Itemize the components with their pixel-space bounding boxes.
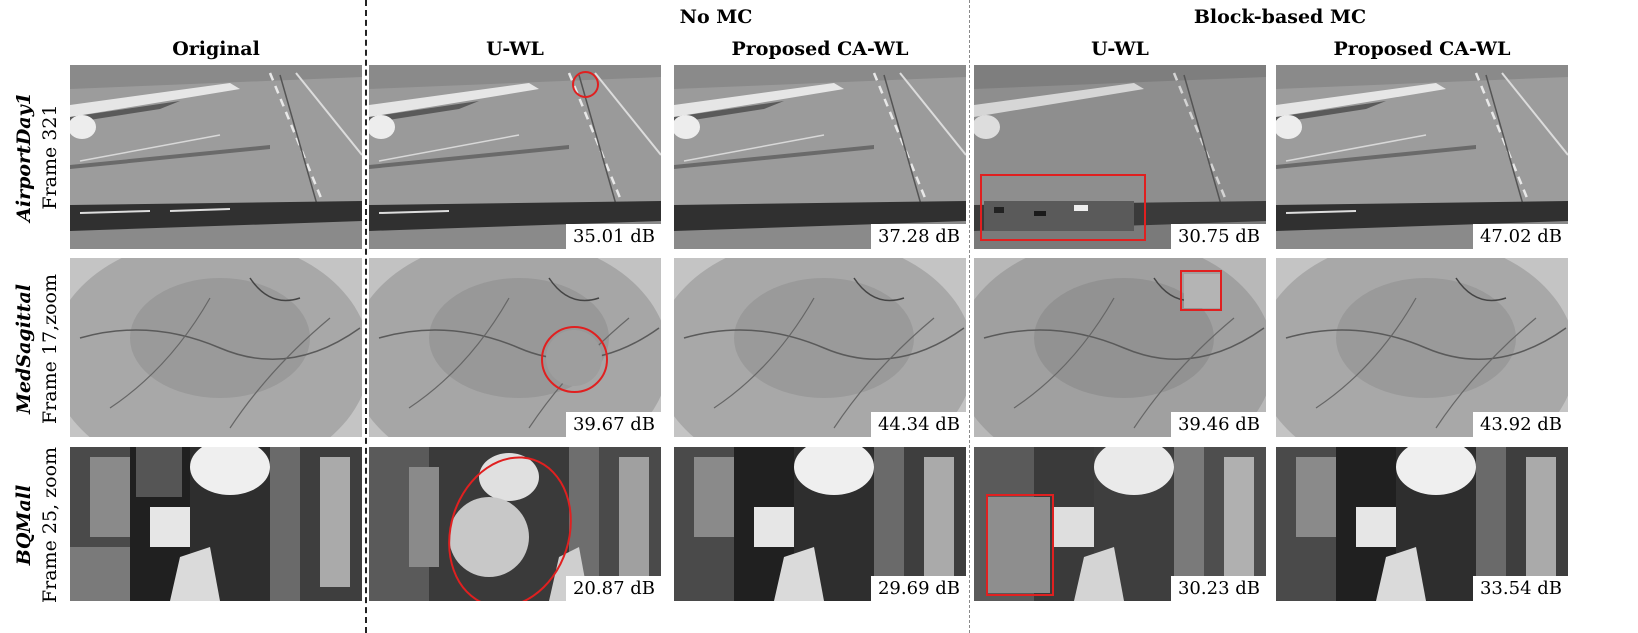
- image-bqmall-mc-uwl: 30.23 dB: [974, 447, 1266, 601]
- artifact-marker-rect: [986, 494, 1054, 596]
- psnr-label: 35.01 dB: [565, 224, 661, 249]
- group-header-block-mc: Block-based MC: [1193, 6, 1367, 28]
- image-airport-original: [70, 65, 362, 249]
- row-frame-label: Frame 17,zoom: [39, 274, 61, 425]
- image-medsagittal-nomc-uwl: 39.67 dB: [369, 258, 661, 437]
- artifact-marker-rect: [1180, 270, 1222, 311]
- artifact-marker-circle: [541, 326, 608, 393]
- column-header-mc-cawl: Proposed CA-WL: [1333, 38, 1511, 60]
- psnr-label: 33.54 dB: [1472, 576, 1568, 601]
- psnr-label: 20.87 dB: [565, 576, 661, 601]
- image-airport-nomc-cawl: 37.28 dB: [674, 65, 966, 249]
- image-bqmall-original: [70, 447, 362, 601]
- psnr-label: 30.75 dB: [1170, 224, 1266, 249]
- image-bqmall-nomc-uwl: 20.87 dB: [369, 447, 661, 601]
- row-label-medsagittal: MedSagittal Frame 17,zoom: [11, 254, 65, 444]
- image-bqmall-mc-cawl: 33.54 dB: [1276, 447, 1568, 601]
- psnr-label: 39.46 dB: [1170, 412, 1266, 437]
- column-header-nomc-uwl: U-WL: [486, 38, 544, 60]
- artifact-marker-circle: [572, 71, 599, 98]
- separator-mc-groups: [969, 0, 970, 633]
- image-bqmall-nomc-cawl: 29.69 dB: [674, 447, 966, 601]
- column-header-original: Original: [172, 38, 260, 60]
- image-medsagittal-nomc-cawl: 44.34 dB: [674, 258, 966, 437]
- column-header-mc-uwl: U-WL: [1091, 38, 1149, 60]
- psnr-label: 43.92 dB: [1472, 412, 1568, 437]
- row-sequence-name: BQMall: [13, 484, 35, 566]
- psnr-label: 47.02 dB: [1472, 224, 1568, 249]
- separator-original: [365, 0, 367, 633]
- row-sequence-name: MedSagittal: [13, 283, 35, 415]
- image-medsagittal-mc-uwl: 39.46 dB: [974, 258, 1266, 437]
- psnr-label: 37.28 dB: [870, 224, 966, 249]
- psnr-label: 39.67 dB: [565, 412, 661, 437]
- image-airport-mc-uwl: 30.75 dB: [974, 65, 1266, 249]
- row-frame-label: Frame 25, zoom: [39, 446, 61, 604]
- row-sequence-name: AirportDay1: [13, 92, 35, 222]
- column-header-nomc-cawl: Proposed CA-WL: [731, 38, 909, 60]
- psnr-label: 30.23 dB: [1170, 576, 1266, 601]
- psnr-label: 44.34 dB: [870, 412, 966, 437]
- image-airport-mc-cawl: 47.02 dB: [1276, 65, 1568, 249]
- row-label-bqmall: BQMall Frame 25, zoom: [11, 430, 65, 620]
- image-medsagittal-mc-cawl: 43.92 dB: [1276, 258, 1568, 437]
- image-airport-nomc-uwl: 35.01 dB: [369, 65, 661, 249]
- row-label-airport: AirportDay1 Frame 321: [11, 62, 65, 252]
- psnr-label: 29.69 dB: [870, 576, 966, 601]
- group-header-no-mc: No MC: [679, 6, 753, 28]
- row-frame-label: Frame 321: [39, 104, 61, 210]
- artifact-marker-rect: [980, 174, 1146, 241]
- image-medsagittal-original: [70, 258, 362, 437]
